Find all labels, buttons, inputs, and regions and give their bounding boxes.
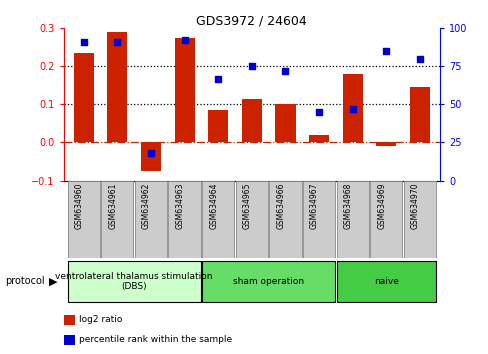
FancyBboxPatch shape xyxy=(67,181,100,258)
FancyBboxPatch shape xyxy=(403,181,435,258)
FancyBboxPatch shape xyxy=(202,261,335,302)
Point xyxy=(315,109,323,115)
Point xyxy=(348,106,356,112)
Text: log2 ratio: log2 ratio xyxy=(79,315,122,324)
FancyBboxPatch shape xyxy=(67,261,200,302)
FancyBboxPatch shape xyxy=(168,181,200,258)
Point xyxy=(80,39,87,45)
FancyBboxPatch shape xyxy=(202,181,234,258)
FancyBboxPatch shape xyxy=(235,181,267,258)
Point xyxy=(214,76,222,81)
Bar xyxy=(342,74,362,142)
Text: GSM634962: GSM634962 xyxy=(142,183,151,229)
Title: GDS3972 / 24604: GDS3972 / 24604 xyxy=(196,14,306,27)
Bar xyxy=(174,38,194,142)
Bar xyxy=(208,110,228,142)
Text: GSM634967: GSM634967 xyxy=(309,183,319,229)
Bar xyxy=(241,99,262,142)
Text: GSM634965: GSM634965 xyxy=(243,183,251,229)
Bar xyxy=(63,335,75,345)
FancyBboxPatch shape xyxy=(303,181,335,258)
Bar xyxy=(63,315,75,325)
Point xyxy=(415,56,423,62)
FancyBboxPatch shape xyxy=(135,181,167,258)
Text: percentile rank within the sample: percentile rank within the sample xyxy=(79,335,231,344)
Text: GSM634961: GSM634961 xyxy=(108,183,117,229)
FancyBboxPatch shape xyxy=(369,181,402,258)
Text: protocol: protocol xyxy=(5,276,44,286)
Text: ▶: ▶ xyxy=(49,276,57,286)
Point xyxy=(180,38,188,43)
Text: GSM634964: GSM634964 xyxy=(209,183,218,229)
FancyBboxPatch shape xyxy=(269,181,301,258)
Text: sham operation: sham operation xyxy=(233,277,304,286)
FancyBboxPatch shape xyxy=(336,261,435,302)
Bar xyxy=(141,142,161,171)
Text: GSM634969: GSM634969 xyxy=(377,183,386,229)
Text: GSM634968: GSM634968 xyxy=(343,183,352,229)
FancyBboxPatch shape xyxy=(101,181,133,258)
Point xyxy=(147,150,155,156)
Bar xyxy=(107,32,127,142)
Bar xyxy=(409,87,429,142)
Text: GSM634963: GSM634963 xyxy=(175,183,184,229)
Bar xyxy=(375,142,396,146)
Text: GSM634960: GSM634960 xyxy=(75,183,83,229)
Point xyxy=(247,64,255,69)
Point xyxy=(281,68,289,74)
Bar xyxy=(275,104,295,142)
Text: naive: naive xyxy=(373,277,398,286)
Point xyxy=(382,48,389,54)
Text: ventrolateral thalamus stimulation
(DBS): ventrolateral thalamus stimulation (DBS) xyxy=(55,272,212,291)
Bar xyxy=(308,135,328,142)
Text: GSM634970: GSM634970 xyxy=(410,183,419,229)
FancyBboxPatch shape xyxy=(336,181,368,258)
Text: GSM634966: GSM634966 xyxy=(276,183,285,229)
Point xyxy=(113,39,121,45)
Bar xyxy=(74,53,94,142)
